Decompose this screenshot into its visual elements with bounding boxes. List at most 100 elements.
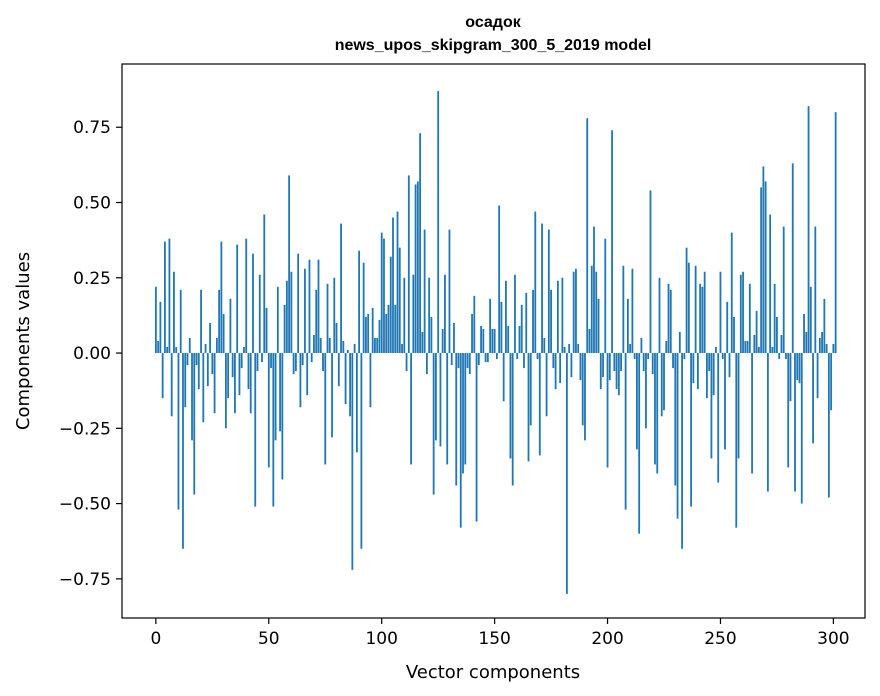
bar (231, 353, 234, 378)
bar (649, 190, 652, 354)
bar (613, 353, 616, 372)
bar (809, 286, 812, 354)
bar (486, 353, 489, 363)
bar (306, 353, 309, 396)
bar (636, 353, 638, 450)
bar (534, 211, 537, 354)
bar (590, 265, 593, 354)
bar (527, 353, 530, 462)
bar (351, 353, 354, 570)
bar (568, 344, 571, 354)
bar (218, 289, 221, 354)
bar (674, 353, 677, 486)
bar (378, 319, 381, 354)
bar (617, 353, 620, 396)
bar (615, 353, 618, 390)
bar (656, 353, 659, 474)
bar (477, 353, 480, 366)
bar (545, 353, 548, 417)
bar (599, 353, 602, 390)
bar (288, 175, 291, 354)
bar (369, 353, 372, 408)
bar (175, 347, 178, 354)
bar (425, 353, 428, 375)
bar (317, 259, 320, 354)
bar (834, 112, 837, 354)
bar (523, 353, 525, 369)
bar (279, 353, 281, 432)
bar (737, 353, 740, 459)
bar (789, 353, 792, 402)
bar (773, 283, 776, 354)
bar (362, 262, 365, 354)
bar (437, 91, 440, 354)
y-tick-label: −0.25 (59, 419, 111, 439)
bar (748, 283, 751, 354)
bar (480, 325, 482, 354)
y-axis-label: Components values (13, 252, 34, 430)
bar (565, 353, 568, 594)
bar (622, 265, 625, 354)
bar (403, 277, 406, 354)
x-axis-label: Vector components (406, 662, 580, 683)
bar (326, 283, 329, 354)
bar (701, 286, 704, 354)
bar (154, 286, 157, 354)
bar (782, 226, 785, 354)
bar (290, 271, 293, 354)
bar (489, 298, 492, 354)
bar (344, 353, 347, 405)
bar (554, 353, 557, 390)
bar (498, 205, 501, 354)
bar (430, 316, 433, 354)
bar (405, 353, 408, 372)
bar (398, 247, 401, 354)
bar (355, 353, 358, 453)
bar (611, 130, 613, 354)
bar (543, 337, 546, 354)
bar (200, 289, 202, 354)
bar (651, 353, 654, 375)
bar (710, 353, 713, 459)
bar (660, 353, 663, 417)
bar (267, 353, 270, 468)
bar (712, 353, 715, 396)
bar (294, 353, 297, 372)
bar (807, 106, 810, 354)
bar (193, 353, 196, 495)
bar (719, 271, 722, 354)
bar (715, 347, 717, 354)
bar (687, 262, 690, 354)
bar (337, 353, 340, 387)
bar (466, 353, 469, 369)
bar (394, 304, 397, 354)
bar (518, 325, 521, 354)
bar (550, 289, 552, 354)
bar (360, 353, 363, 549)
x-tick-label: 100 (365, 629, 397, 649)
bar (188, 337, 191, 354)
bar (380, 232, 383, 354)
bar (538, 353, 541, 456)
bar (432, 353, 435, 495)
bar (209, 322, 211, 354)
bar (692, 353, 695, 384)
bar (328, 337, 331, 354)
bar (243, 347, 245, 354)
y-tick-label: 0.25 (73, 269, 111, 289)
bar (746, 341, 749, 354)
bar (455, 353, 458, 486)
bar (721, 353, 724, 360)
bar (823, 298, 826, 354)
bar (733, 316, 735, 354)
bar (247, 353, 250, 390)
bar (301, 353, 304, 366)
bar (620, 353, 622, 372)
bar (159, 301, 162, 354)
bar (575, 268, 577, 354)
bar (324, 353, 327, 465)
bar (453, 322, 455, 354)
bar (435, 353, 437, 441)
bar (240, 353, 243, 369)
bar (547, 229, 550, 354)
